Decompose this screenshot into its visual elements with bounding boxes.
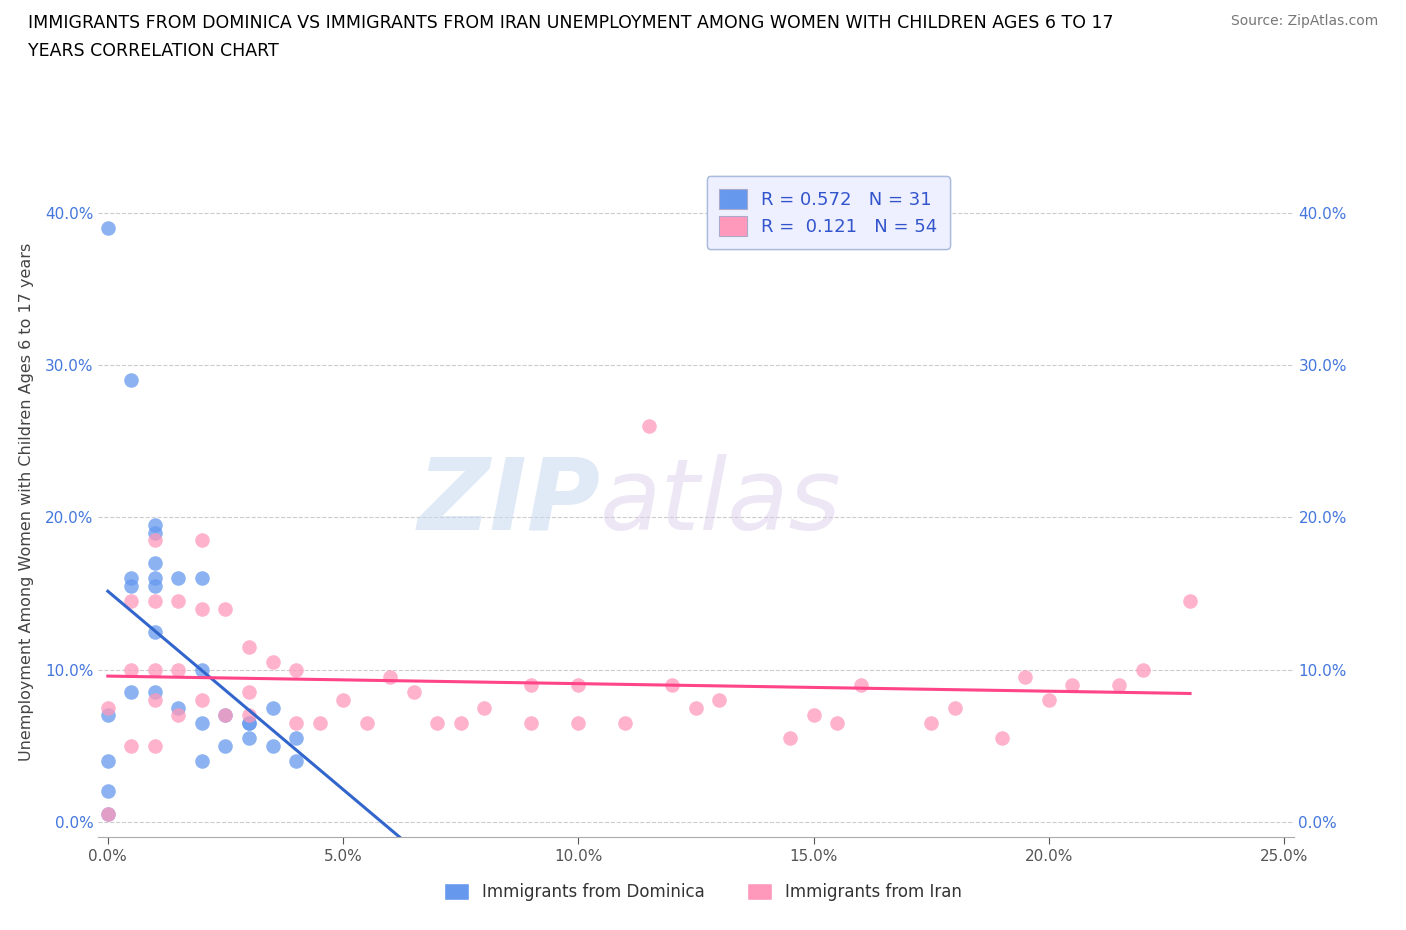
Point [143,685,166,700]
Point [1108,677,1130,692]
Legend: Immigrants from Dominica, Immigrants from Iran: Immigrants from Dominica, Immigrants fro… [437,876,969,908]
Point [685,700,707,715]
Point [191,533,214,548]
Point [803,708,825,723]
Point [285,753,308,768]
Point [238,685,260,700]
Text: Source: ZipAtlas.com: Source: ZipAtlas.com [1230,14,1378,28]
Point [450,715,472,730]
Point [308,715,330,730]
Text: YEARS CORRELATION CHART: YEARS CORRELATION CHART [28,42,278,60]
Point [262,738,284,753]
Point [167,700,190,715]
Point [238,639,260,654]
Point [143,571,166,586]
Text: IMMIGRANTS FROM DOMINICA VS IMMIGRANTS FROM IRAN UNEMPLOYMENT AMONG WOMEN WITH C: IMMIGRANTS FROM DOMINICA VS IMMIGRANTS F… [28,14,1114,32]
Point [356,715,378,730]
Point [143,578,166,593]
Point [638,418,661,433]
Point [120,578,142,593]
Legend: R = 0.572   N = 31, R =  0.121   N = 54: R = 0.572 N = 31, R = 0.121 N = 54 [707,177,950,248]
Point [849,677,872,692]
Text: atlas: atlas [600,454,842,551]
Point [167,708,190,723]
Point [262,655,284,670]
Point [97,784,120,799]
Point [1062,677,1084,692]
Y-axis label: Unemployment Among Women with Children Ages 6 to 17 years: Unemployment Among Women with Children A… [18,243,34,762]
Point [143,525,166,540]
Point [191,571,214,586]
Point [143,518,166,533]
Point [520,677,543,692]
Point [567,677,589,692]
Point [1038,693,1060,708]
Point [285,715,308,730]
Point [285,662,308,677]
Point [143,624,166,639]
Point [191,693,214,708]
Point [426,715,449,730]
Point [120,685,142,700]
Point [402,685,425,700]
Point [191,715,214,730]
Point [214,708,236,723]
Point [567,715,589,730]
Point [143,662,166,677]
Point [97,806,120,821]
Point [520,715,543,730]
Point [238,731,260,746]
Point [214,602,236,617]
Point [97,806,120,821]
Point [991,731,1014,746]
Point [238,715,260,730]
Point [214,708,236,723]
Point [825,715,848,730]
Point [143,693,166,708]
Point [167,593,190,608]
Point [97,220,120,235]
Point [191,753,214,768]
Point [120,738,142,753]
Point [97,700,120,715]
Point [191,602,214,617]
Point [214,738,236,753]
Point [262,700,284,715]
Point [97,708,120,723]
Point [97,753,120,768]
Point [1178,593,1201,608]
Point [661,677,683,692]
Point [238,708,260,723]
Point [378,670,401,684]
Point [191,662,214,677]
Point [167,662,190,677]
Point [120,571,142,586]
Point [779,731,801,746]
Point [143,555,166,570]
Point [332,693,354,708]
Point [1014,670,1036,684]
Point [709,693,731,708]
Point [920,715,942,730]
Point [120,593,142,608]
Point [143,593,166,608]
Point [1132,662,1154,677]
Point [614,715,637,730]
Point [472,700,495,715]
Point [285,731,308,746]
Point [143,738,166,753]
Point [143,533,166,548]
Point [167,571,190,586]
Point [120,662,142,677]
Point [120,373,142,388]
Point [238,715,260,730]
Text: ZIP: ZIP [418,454,600,551]
Point [943,700,966,715]
